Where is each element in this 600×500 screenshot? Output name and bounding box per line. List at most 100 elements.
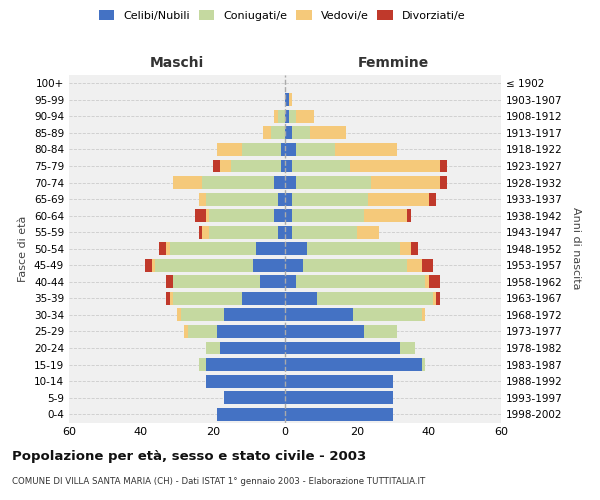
- Bar: [224, 391, 285, 404]
- Bar: [202, 226, 209, 238]
- Bar: [281, 160, 285, 172]
- Bar: [292, 209, 364, 222]
- Bar: [278, 110, 285, 123]
- Bar: [422, 308, 425, 322]
- Bar: [285, 342, 400, 354]
- Bar: [285, 226, 292, 238]
- Bar: [400, 242, 411, 255]
- Bar: [296, 276, 425, 288]
- Bar: [278, 192, 285, 205]
- Bar: [181, 308, 224, 322]
- Y-axis label: Fasce di età: Fasce di età: [19, 216, 28, 282]
- Bar: [357, 226, 379, 238]
- Bar: [199, 358, 206, 371]
- Text: Popolazione per età, sesso e stato civile - 2003: Popolazione per età, sesso e stato civil…: [12, 450, 366, 463]
- Bar: [285, 259, 303, 272]
- Bar: [224, 308, 285, 322]
- Bar: [364, 209, 407, 222]
- Y-axis label: Anni di nascita: Anni di nascita: [571, 208, 581, 290]
- Bar: [202, 176, 274, 189]
- Bar: [166, 242, 170, 255]
- Bar: [253, 259, 285, 272]
- Bar: [371, 176, 440, 189]
- Bar: [285, 126, 292, 140]
- Bar: [400, 342, 415, 354]
- Bar: [285, 242, 307, 255]
- Bar: [285, 192, 292, 205]
- Bar: [173, 176, 202, 189]
- Bar: [206, 192, 278, 205]
- Bar: [242, 143, 281, 156]
- Bar: [296, 176, 371, 189]
- Bar: [159, 242, 166, 255]
- Bar: [166, 276, 173, 288]
- Bar: [220, 160, 231, 172]
- Bar: [177, 308, 181, 322]
- Bar: [231, 160, 281, 172]
- Text: Maschi: Maschi: [150, 56, 204, 70]
- Bar: [242, 292, 285, 305]
- Bar: [429, 192, 436, 205]
- Bar: [296, 110, 314, 123]
- Bar: [155, 259, 253, 272]
- Bar: [411, 242, 418, 255]
- Bar: [422, 358, 425, 371]
- Bar: [206, 209, 209, 222]
- Bar: [285, 110, 289, 123]
- Bar: [285, 391, 393, 404]
- Bar: [195, 209, 206, 222]
- Bar: [220, 342, 285, 354]
- Bar: [335, 143, 397, 156]
- Bar: [166, 292, 170, 305]
- Bar: [364, 325, 397, 338]
- Bar: [278, 226, 285, 238]
- Bar: [296, 143, 335, 156]
- Bar: [310, 126, 346, 140]
- Bar: [285, 408, 393, 420]
- Bar: [407, 209, 411, 222]
- Bar: [425, 276, 429, 288]
- Bar: [263, 126, 271, 140]
- Bar: [292, 160, 350, 172]
- Bar: [217, 143, 242, 156]
- Bar: [152, 259, 155, 272]
- Bar: [440, 176, 447, 189]
- Bar: [206, 374, 285, 388]
- Bar: [285, 209, 292, 222]
- Bar: [429, 276, 440, 288]
- Text: Femmine: Femmine: [358, 56, 428, 70]
- Bar: [256, 242, 285, 255]
- Bar: [184, 325, 188, 338]
- Bar: [145, 259, 152, 272]
- Bar: [206, 342, 220, 354]
- Bar: [274, 209, 285, 222]
- Bar: [271, 126, 285, 140]
- Bar: [285, 325, 364, 338]
- Legend: Celibi/Nubili, Coniugati/e, Vedovi/e, Divorziati/e: Celibi/Nubili, Coniugati/e, Vedovi/e, Di…: [94, 6, 470, 25]
- Bar: [173, 292, 242, 305]
- Bar: [209, 209, 274, 222]
- Bar: [206, 358, 285, 371]
- Bar: [285, 358, 422, 371]
- Bar: [260, 276, 285, 288]
- Bar: [422, 259, 433, 272]
- Bar: [285, 374, 393, 388]
- Bar: [285, 292, 317, 305]
- Bar: [285, 143, 296, 156]
- Bar: [199, 226, 202, 238]
- Bar: [217, 408, 285, 420]
- Bar: [292, 192, 368, 205]
- Bar: [285, 276, 296, 288]
- Bar: [173, 276, 260, 288]
- Bar: [217, 325, 285, 338]
- Bar: [353, 308, 422, 322]
- Bar: [368, 192, 429, 205]
- Bar: [170, 292, 173, 305]
- Bar: [292, 226, 357, 238]
- Bar: [199, 192, 206, 205]
- Bar: [289, 110, 296, 123]
- Bar: [303, 259, 407, 272]
- Bar: [213, 160, 220, 172]
- Bar: [289, 94, 292, 106]
- Bar: [440, 160, 447, 172]
